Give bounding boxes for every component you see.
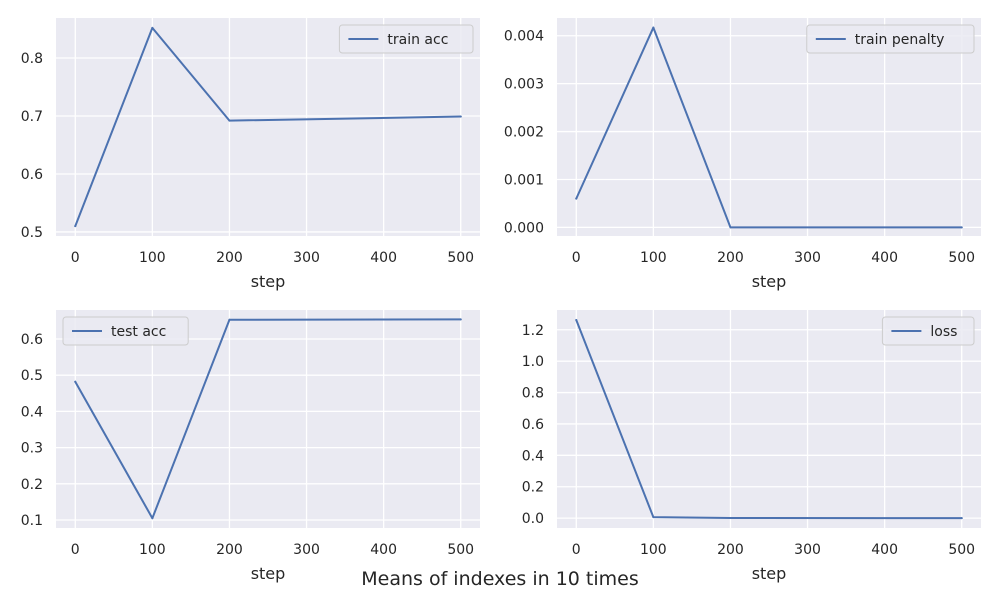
legend-box: [338, 24, 474, 54]
data-point: [652, 26, 655, 29]
legend: train penalty: [806, 24, 975, 54]
plot-area: [557, 18, 981, 236]
legend-box: [62, 316, 189, 346]
data-point: [652, 516, 655, 519]
legend-entry: train acc: [387, 32, 448, 48]
y-tick-label: 0.0: [522, 511, 544, 527]
x-tick-label: 200: [216, 542, 243, 558]
y-tick-label: 1.0: [522, 354, 544, 370]
plot-area: [56, 310, 480, 528]
x-tick-label: 0: [71, 250, 80, 266]
y-tick-label: 0.6: [522, 417, 544, 433]
x-axis-label: step: [752, 272, 787, 291]
x-tick-label: 0: [572, 542, 581, 558]
x-tick-label: 100: [139, 542, 166, 558]
legend: test acc: [62, 316, 189, 346]
x-tick-label: 500: [948, 542, 975, 558]
x-tick-label: 100: [640, 542, 667, 558]
legend: train acc: [338, 24, 474, 54]
series-line-train-penalty: [575, 26, 963, 229]
subplot-3: 0 100 200 300 400 500 0.1 0.2 0.3 0.4 0.5 0.6 step te…: [21, 310, 480, 583]
y-tick-label: 0.5: [21, 225, 43, 241]
x-axis-label: step: [251, 564, 286, 583]
data-point: [74, 380, 77, 383]
x-tick-label: 500: [447, 250, 474, 266]
x-tick-label: 300: [293, 542, 320, 558]
x-tick-label: 400: [871, 542, 898, 558]
data-point: [960, 226, 963, 229]
y-tick-label: 0.1: [21, 513, 43, 529]
subplot-1: 0 100 200 300 400 500 0.5 0.6 0.7 0.8 step train ac…: [21, 18, 480, 291]
x-tick-label: 300: [293, 250, 320, 266]
y-tick-label: 0.7: [21, 109, 43, 125]
y-tick-label: 0.8: [522, 386, 544, 402]
x-tick-label: 300: [794, 250, 821, 266]
x-axis-label: step: [752, 564, 787, 583]
x-tick-label: 100: [640, 250, 667, 266]
y-tick-label: 0.2: [21, 477, 43, 493]
figure-title: Means of indexes in 10 times: [361, 568, 639, 590]
x-tick-label: 200: [216, 250, 243, 266]
data-point: [960, 517, 963, 520]
series-line-test-acc: [74, 318, 462, 520]
legend-entry: train penalty: [855, 32, 945, 48]
data-point: [74, 225, 77, 228]
x-tick-label: 400: [871, 250, 898, 266]
x-tick-label: 0: [572, 250, 581, 266]
legend: loss: [881, 316, 975, 346]
y-tick-label: 0.003: [504, 77, 544, 93]
plot-area: [56, 18, 480, 236]
y-tick-label: 0.4: [522, 448, 544, 464]
y-tick-label: 1.2: [522, 323, 544, 339]
x-tick-label: 200: [717, 250, 744, 266]
series-line-loss: [575, 319, 963, 520]
data-point: [729, 226, 732, 229]
y-tick-label: 0.2: [522, 480, 544, 496]
data-point: [575, 319, 578, 322]
x-axis-label: step: [251, 272, 286, 291]
x-tick-label: 500: [447, 542, 474, 558]
x-tick-label: 100: [139, 250, 166, 266]
y-tick-label: 0.3: [21, 441, 43, 457]
data-point: [228, 318, 231, 321]
legend-box: [806, 24, 975, 54]
y-tick-label: 0.001: [504, 172, 544, 188]
data-point: [151, 26, 154, 29]
data-point: [459, 115, 462, 118]
series-line-train-acc: [74, 26, 462, 228]
data-point: [151, 517, 154, 520]
x-tick-label: 400: [370, 542, 397, 558]
legend-entry: loss: [930, 324, 957, 340]
x-tick-label: 500: [948, 250, 975, 266]
y-tick-label: 0.004: [504, 29, 544, 45]
y-tick-label: 0.4: [21, 404, 43, 420]
legend-box: [881, 316, 975, 346]
data-point: [729, 516, 732, 519]
data-point: [575, 197, 578, 200]
y-tick-label: 0.6: [21, 167, 43, 183]
subplot-2: 0 100 200 300 400 500 0.000 0.001 0.002 0.003 0.00…: [504, 18, 981, 291]
y-tick-label: 0.002: [504, 125, 544, 141]
y-tick-label: 0.8: [21, 51, 43, 67]
legend-entry: test acc: [111, 324, 166, 340]
subplot-4: 0 100 200 300 400 500 0.0 0.2 0.4 0.6 0.8 1.0 1.2 ste…: [522, 310, 981, 583]
data-point: [228, 119, 231, 122]
y-tick-label: 0.6: [21, 332, 43, 348]
x-tick-label: 200: [717, 542, 744, 558]
x-tick-label: 0: [71, 542, 80, 558]
y-tick-label: 0.5: [21, 368, 43, 384]
y-tick-label: 0.000: [504, 220, 544, 236]
plot-area: [557, 310, 981, 528]
data-point: [459, 318, 462, 321]
x-tick-label: 400: [370, 250, 397, 266]
x-tick-label: 300: [794, 542, 821, 558]
